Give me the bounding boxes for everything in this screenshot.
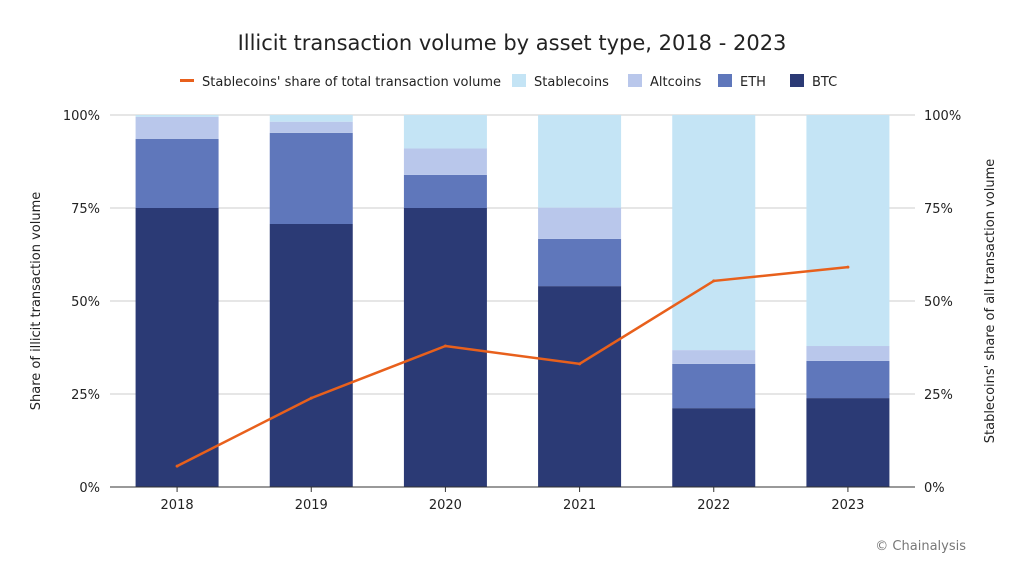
line-point [578, 362, 582, 366]
line-point [309, 396, 313, 400]
bar-eth [269, 132, 353, 224]
bar-altcoins [403, 148, 487, 175]
x-tick-label: 2021 [563, 498, 596, 513]
legend-swatch [512, 74, 526, 87]
legend-label: Stablecoins' share of total transaction … [202, 75, 501, 90]
legend-label: ETH [740, 75, 766, 90]
legend-swatch [628, 74, 642, 87]
x-tick-label: 2019 [295, 498, 328, 513]
bar-altcoins [806, 346, 890, 361]
line-point [846, 265, 850, 269]
bar-btc [269, 223, 353, 487]
legend-label: Altcoins [650, 75, 702, 90]
y-tick-label: 75% [71, 202, 100, 217]
x-tick-label: 2023 [831, 498, 864, 513]
bar-eth [806, 360, 890, 399]
y2-tick-label: 75% [924, 202, 953, 217]
line-point [712, 279, 716, 283]
legend-swatch [790, 74, 804, 87]
y2-axis-label: Stablecoins' share of all transaction vo… [983, 159, 998, 444]
y-tick-label: 25% [71, 388, 100, 403]
bar-stablecoins [806, 115, 890, 347]
legend-swatch [718, 74, 732, 87]
y-tick-label: 0% [79, 481, 100, 496]
bar-btc [806, 398, 890, 487]
bar-btc [672, 408, 756, 487]
bar-btc [538, 286, 622, 487]
bar-altcoins [672, 350, 756, 364]
x-tick-label: 2020 [429, 498, 462, 513]
y-tick-label: 100% [63, 109, 100, 124]
bar-altcoins [538, 207, 622, 239]
line-point [443, 344, 447, 348]
bar-btc [135, 208, 219, 487]
bar-stablecoins [135, 115, 219, 117]
x-tick-label: 2022 [697, 498, 730, 513]
stablecoin-share-line [176, 265, 849, 468]
bar-stablecoins [672, 115, 756, 351]
y-axis-label: Share of illicit transaction volume [29, 192, 44, 410]
legend-label: Stablecoins [534, 75, 609, 90]
bar-eth [135, 138, 219, 208]
y2-tick-label: 0% [924, 481, 945, 496]
y2-tick-label: 100% [924, 109, 961, 124]
bar-eth [538, 238, 622, 287]
bar-stablecoins [538, 115, 622, 208]
bar-stablecoins [403, 115, 487, 149]
bar-eth [403, 174, 487, 208]
y-tick-label: 50% [71, 295, 100, 310]
bar-altcoins [269, 121, 353, 133]
y2-tick-label: 50% [924, 295, 953, 310]
bar-stablecoins [269, 115, 353, 122]
bar-altcoins [135, 116, 219, 139]
credit: © Chainalysis [875, 539, 966, 554]
x-tick-label: 2018 [161, 498, 194, 513]
line-point [175, 464, 179, 468]
chart-title: Illicit transaction volume by asset type… [238, 31, 787, 55]
legend-label: BTC [812, 75, 837, 90]
legend-line-swatch [180, 79, 194, 82]
legend: Stablecoins' share of total transaction … [180, 74, 837, 90]
y2-tick-label: 25% [924, 388, 953, 403]
bar-eth [672, 363, 756, 409]
